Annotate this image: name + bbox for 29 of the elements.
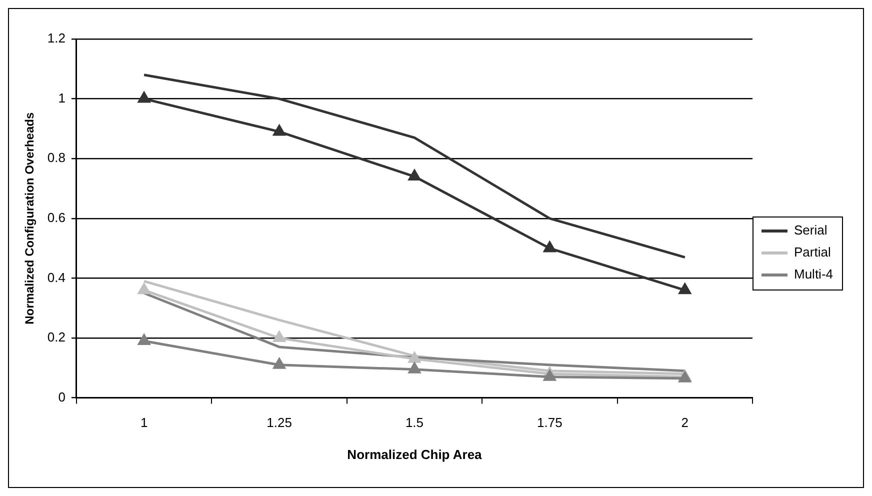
y-axis-title: Normalized Configuration Overheads: [22, 112, 37, 324]
legend-label: Multi-4: [794, 266, 834, 282]
legend-label: Serial: [794, 222, 828, 238]
x-axis-title: Normalized Chip Area: [347, 446, 483, 462]
y-tick-label: 1: [58, 90, 66, 106]
point: [678, 282, 692, 294]
legend-label: Partial: [794, 244, 831, 260]
point: [272, 357, 286, 369]
point: [138, 333, 151, 345]
y-tick-label: 0: [58, 389, 66, 404]
point: [138, 282, 151, 294]
y-tick-label: 0.8: [47, 150, 66, 166]
point: [408, 362, 422, 374]
point: [408, 351, 422, 363]
x-tick-label: 2: [681, 415, 689, 430]
x-tick-label: 1: [140, 415, 148, 430]
y-tick-label: 0.4: [47, 270, 66, 285]
y-tick-label: 0.2: [47, 330, 66, 345]
point: [272, 124, 286, 136]
point: [272, 330, 286, 342]
x-tick-label: 1.75: [537, 415, 562, 430]
x-tick-label: 1.5: [405, 415, 424, 430]
point: [543, 240, 556, 252]
point: [543, 369, 556, 381]
x-tick-label: 1.25: [266, 415, 292, 430]
point: [408, 169, 422, 181]
y-tick-label: 1.2: [47, 30, 66, 46]
y-tick-label: 0.6: [47, 210, 66, 225]
point: [138, 91, 151, 103]
